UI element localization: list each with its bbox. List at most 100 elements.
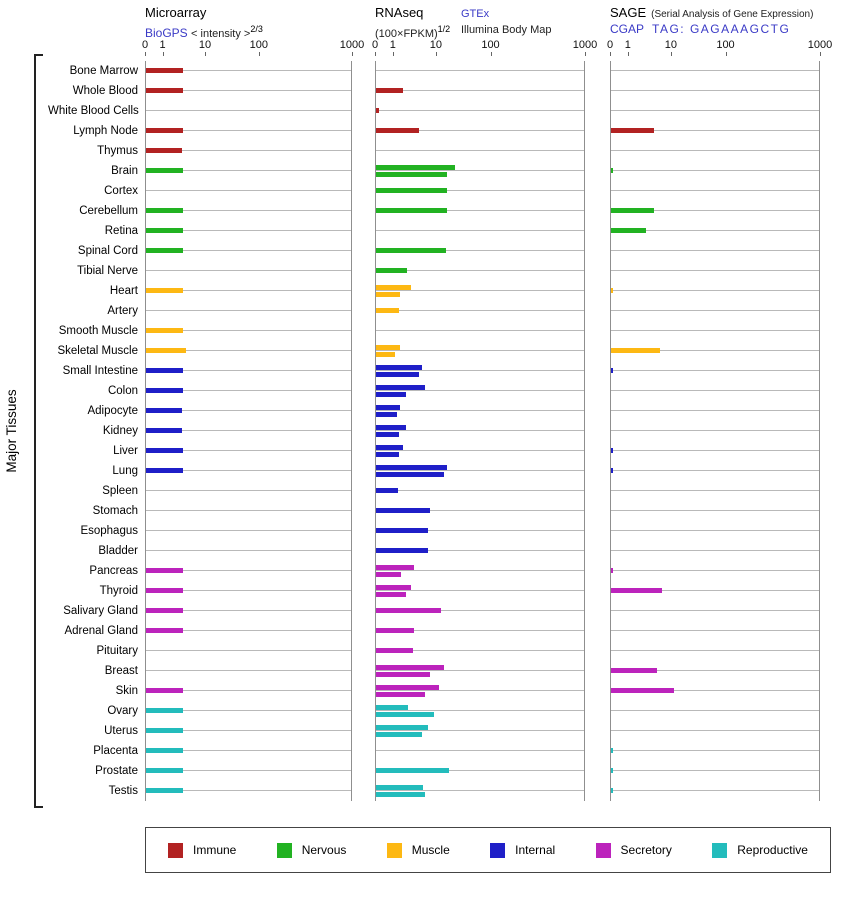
panel-gap [352,581,375,601]
row-baseline [146,570,351,571]
tissue-row: Testis [48,781,842,801]
row-baseline [146,490,351,491]
legend-item: Secretory [595,842,672,858]
expression-bar [146,208,184,213]
row-baseline [376,290,584,291]
expression-bar [376,308,399,313]
expression-bar [146,388,184,393]
tissue-label: Artery [107,305,138,317]
row-baseline [611,90,819,91]
tissue-label: Esophagus [80,525,138,537]
row-baseline [611,710,819,711]
tissue-label: Skeletal Muscle [57,345,138,357]
row-baseline [611,410,819,411]
row-baseline [611,470,819,471]
expression-bar [376,285,411,290]
plot-area [610,341,820,361]
plot-area [145,781,352,801]
microarray-axis: 0 1 10 100 1000 [141,39,364,56]
chart-body: Major Tissues Bone Marrow Whole Blood Whit… [4,54,842,808]
expression-bar [376,365,422,370]
gtex-link[interactable]: GTEx [461,8,490,20]
legend-swatch [276,842,292,858]
axis-tick-mark [375,52,376,56]
panel-gap [585,181,610,201]
panel-headers: Microarray BioGPS < intensity >2/3 RNAse… [145,5,842,40]
plot-area [375,381,585,401]
plot-area [145,521,352,541]
panel-gap [585,401,610,421]
tissue-row: Pituitary [48,641,842,661]
panel-gap [352,521,375,541]
expression-bar [376,128,420,133]
row-baseline [611,450,819,451]
expression-bar [146,588,184,593]
row-baseline [376,730,584,731]
tissue-label: Liver [113,445,138,457]
expression-bar [376,432,399,437]
biogps-link[interactable]: BioGPS [145,26,188,40]
row-baseline [611,230,819,231]
plot-area [375,421,585,441]
legend-item: Immune [168,842,236,858]
sage-tag: TAG: GAGAAAGCTG [652,22,791,36]
expression-bar [146,708,184,713]
row-baseline [376,550,584,551]
plot-area [610,161,820,181]
panel-gap [585,221,610,241]
plot-area [610,621,820,641]
expression-bar [376,472,445,477]
expression-bar [146,748,184,753]
expression-bar [376,292,400,297]
plot-area [145,141,352,161]
expression-bar [146,368,184,373]
plot-area [375,121,585,141]
plot-area [375,241,585,261]
plot-area [610,101,820,121]
expression-bar [611,468,613,473]
cgap-link[interactable]: CGAP [610,22,645,36]
expression-bar [611,128,655,133]
tissue-label: Cerebellum [79,205,138,217]
plot-area [610,701,820,721]
axis-tick-label: 100 [716,39,735,51]
expression-bar [376,88,404,93]
tissue-row: Tibial Nerve [48,261,842,281]
expression-bar [146,768,184,773]
legend-swatch [386,842,402,858]
plot-area [375,641,585,661]
row-baseline [146,770,351,771]
row-baseline [611,530,819,531]
axis-tick-mark [610,52,611,56]
sage-note: (Serial Analysis of Gene Expression) [651,9,814,20]
row-baseline [146,610,351,611]
panel-gap [352,781,375,801]
tissue-row: Thyroid [48,581,842,601]
row-baseline [611,430,819,431]
axis-tick-label: 0 [141,39,149,51]
row-baseline [376,270,584,271]
row-baseline [611,170,819,171]
panel-gap [352,481,375,501]
plot-area [375,561,585,581]
panel-gap [585,781,610,801]
tissue-label: Uterus [104,725,138,737]
expression-bar [376,665,445,670]
plot-area [610,181,820,201]
tissue-row: Skin [48,681,842,701]
expression-bar [611,668,657,673]
plot-area [375,501,585,521]
panel-gap [585,681,610,701]
panel-gap [352,721,375,741]
row-baseline [376,150,584,151]
panel-gap [352,241,375,261]
rnaseq-header: RNAseq (100×FPKM)1/2 GTEx Illumina Body … [375,5,585,40]
axis-tick-mark [352,52,353,56]
expression-bar [376,732,422,737]
plot-area [375,441,585,461]
plot-area [610,281,820,301]
expression-bar [376,725,429,730]
expression-bar [376,352,396,357]
tissue-label: Thyroid [99,585,138,597]
